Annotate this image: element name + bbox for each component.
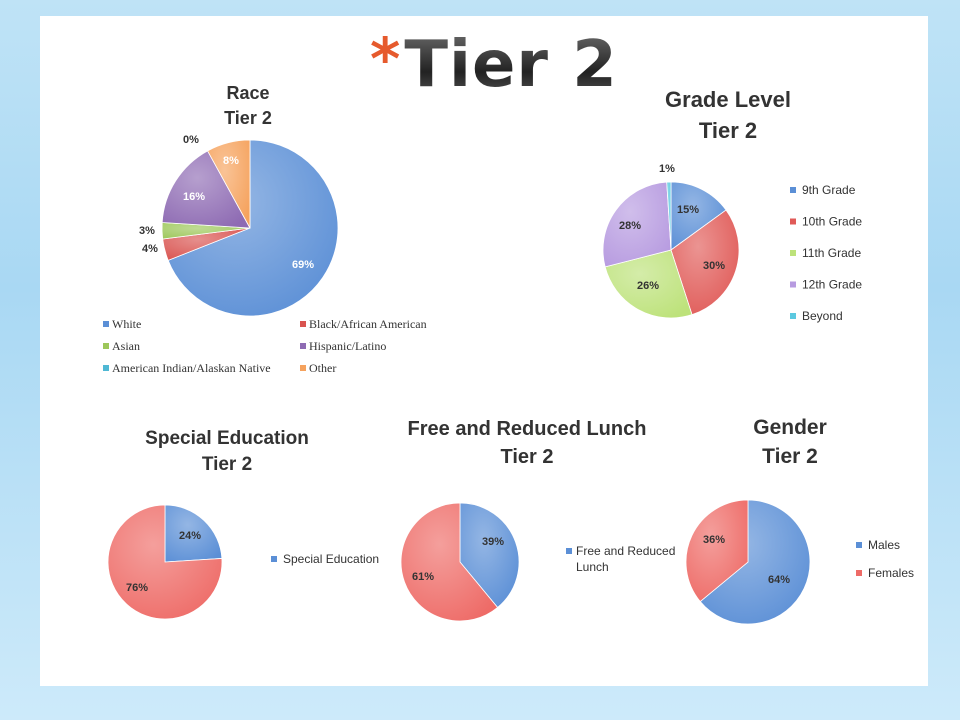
grade-legend-label: Beyond xyxy=(802,309,843,323)
race-legend-swatch xyxy=(300,321,306,327)
race-legend-item: White xyxy=(103,317,141,331)
race-data-label: 4% xyxy=(142,243,158,255)
grade-legend-swatch xyxy=(790,187,796,193)
race-legend-swatch xyxy=(103,365,109,371)
race-slice-hispanic-latino xyxy=(161,150,251,229)
gender-chart-subtitle: Tier 2 xyxy=(762,445,818,468)
race-legend-swatch xyxy=(300,365,306,371)
gender-legend-swatch xyxy=(856,570,862,576)
lunch-chart-subtitle: Tier 2 xyxy=(501,446,554,468)
grade-legend-swatch xyxy=(790,250,796,256)
grade-legend-label: 11th Grade xyxy=(802,246,861,260)
race-legend-label: White xyxy=(112,317,141,331)
lunch-slice-other-1 xyxy=(400,502,499,622)
race-chart-title: Race xyxy=(226,83,269,103)
race-data-label: 69% xyxy=(292,259,314,271)
lunch-slice-free-and-reduced-lunch xyxy=(459,502,520,609)
chart-lunch: Free and Reduced Lunch Tier 2 39% 61% Free a… xyxy=(400,418,675,622)
race-legend-label: Other xyxy=(309,361,336,375)
slide-title: * Tier 2 xyxy=(370,30,630,120)
race-slice-white xyxy=(167,139,339,317)
chart-grade: Grade Level Tier 2 15% 30% 26% 28% 1% 9th Grade… xyxy=(602,87,862,323)
grade-legend-label: 9th Grade xyxy=(802,183,856,197)
gender-legend-label: Females xyxy=(868,566,914,580)
sped-slice-special-education xyxy=(164,504,223,563)
grade-data-label: 28% xyxy=(619,220,641,232)
grade-legend-swatch xyxy=(790,281,796,288)
title-star-icon: * xyxy=(370,25,401,93)
gender-legend-item: Males xyxy=(856,538,900,552)
gender-slice-females xyxy=(685,499,749,603)
grade-legend-label: 12th Grade xyxy=(802,278,862,292)
race-data-label: 0% xyxy=(183,134,199,146)
race-legend-item: Asian xyxy=(103,339,140,353)
grade-legend-swatch xyxy=(790,313,796,319)
grade-slice-beyond xyxy=(666,181,672,251)
grade-legend-swatch xyxy=(790,218,796,225)
sped-slice-other-1 xyxy=(107,504,223,620)
grade-slice-12th-grade xyxy=(602,181,672,268)
grade-chart-title: Grade Level xyxy=(665,87,791,112)
grade-slice-9th-grade xyxy=(670,181,727,251)
race-legend-label: American Indian/Alaskan Native xyxy=(112,361,271,375)
chart-sped: Special Education Tier 2 24% 76% Special Edu… xyxy=(107,428,379,620)
grade-slice-10th-grade xyxy=(670,209,740,316)
sped-legend-label: Special Education xyxy=(283,552,379,566)
race-legend-swatch xyxy=(103,321,109,327)
chart-race: Race Tier 2 69% 4% 3% 16% 0% 8% White Black/Afric… xyxy=(103,83,427,375)
race-legend-label: Hispanic/Latino xyxy=(309,339,386,353)
sped-legend-swatch xyxy=(271,556,277,562)
grade-data-label: 26% xyxy=(637,280,659,292)
grade-legend-item: 11th Grade xyxy=(790,246,861,260)
race-data-label: 3% xyxy=(139,225,155,237)
grade-legend-item: 12th Grade xyxy=(790,278,862,292)
race-legend-swatch xyxy=(103,343,109,349)
race-chart-subtitle: Tier 2 xyxy=(224,108,272,128)
sped-legend-item: Special Education xyxy=(271,552,379,566)
gender-legend-label: Males xyxy=(868,538,900,552)
gender-data-label: 36% xyxy=(703,534,725,546)
race-data-label: 8% xyxy=(223,155,239,167)
grade-data-label: 30% xyxy=(703,260,725,272)
race-legend-item: Black/African American xyxy=(300,317,427,331)
lunch-data-label: 61% xyxy=(412,571,434,583)
grade-legend-item: Beyond xyxy=(790,309,843,323)
grade-legend-item: 9th Grade xyxy=(790,183,856,197)
sped-chart-subtitle: Tier 2 xyxy=(202,454,252,475)
gender-data-label: 64% xyxy=(768,574,790,586)
race-legend-label: Asian xyxy=(112,339,140,353)
gender-legend-item: Females xyxy=(856,566,914,580)
sped-chart-title: Special Education xyxy=(145,428,309,449)
race-slice-other xyxy=(207,139,251,229)
race-legend-item: Other xyxy=(300,361,336,375)
lunch-legend-label: Free and Reduced Lunch xyxy=(576,544,675,574)
lunch-legend-item: Free and Reduced Lunch xyxy=(566,544,675,574)
gender-slice-males xyxy=(699,499,811,625)
grade-data-label: 1% xyxy=(659,163,675,175)
race-data-label: 16% xyxy=(183,191,205,203)
grade-chart-subtitle: Tier 2 xyxy=(699,118,757,143)
race-legend-item: Hispanic/Latino xyxy=(300,339,386,353)
title-text: Tier 2 xyxy=(404,28,618,102)
chart-gender: Gender Tier 2 64% 36% Males Females xyxy=(685,416,914,625)
grade-legend-label: 10th Grade xyxy=(802,215,862,229)
grade-slice-11th-grade xyxy=(604,249,693,319)
grade-legend-item: 10th Grade xyxy=(790,215,862,229)
race-legend-swatch xyxy=(300,343,306,349)
lunch-chart-title: Free and Reduced Lunch xyxy=(408,418,647,440)
race-legend-item: American Indian/Alaskan Native xyxy=(103,361,271,375)
lunch-data-label: 39% xyxy=(482,536,504,548)
gender-chart-title: Gender xyxy=(753,416,827,439)
sped-data-label: 24% xyxy=(179,530,201,542)
grade-data-label: 15% xyxy=(677,204,699,216)
lunch-legend-swatch xyxy=(566,548,572,554)
race-legend-label: Black/African American xyxy=(309,317,427,331)
sped-data-label: 76% xyxy=(126,582,148,594)
gender-legend-swatch xyxy=(856,542,862,548)
